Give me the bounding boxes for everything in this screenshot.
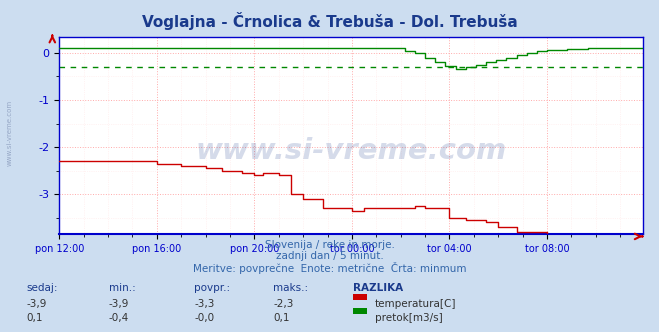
- Text: pretok[m3/s]: pretok[m3/s]: [375, 313, 443, 323]
- Text: sedaj:: sedaj:: [26, 283, 58, 293]
- Text: povpr.:: povpr.:: [194, 283, 231, 293]
- Text: -0,0: -0,0: [194, 313, 215, 323]
- Text: RAZLIKA: RAZLIKA: [353, 283, 403, 293]
- Text: min.:: min.:: [109, 283, 136, 293]
- Text: temperatura[C]: temperatura[C]: [375, 299, 457, 309]
- Text: 0,1: 0,1: [273, 313, 290, 323]
- Text: Meritve: povprečne  Enote: metrične  Črta: minmum: Meritve: povprečne Enote: metrične Črta:…: [192, 262, 467, 274]
- Text: Slovenija / reke in morje.: Slovenija / reke in morje.: [264, 240, 395, 250]
- Text: maks.:: maks.:: [273, 283, 308, 293]
- Text: zadnji dan / 5 minut.: zadnji dan / 5 minut.: [275, 251, 384, 261]
- Text: -2,3: -2,3: [273, 299, 294, 309]
- Text: Voglajna - Črnolica & Trebuša - Dol. Trebuša: Voglajna - Črnolica & Trebuša - Dol. Tre…: [142, 12, 517, 30]
- Text: -3,9: -3,9: [109, 299, 129, 309]
- Text: www.si-vreme.com: www.si-vreme.com: [7, 100, 13, 166]
- Text: -0,4: -0,4: [109, 313, 129, 323]
- Text: 0,1: 0,1: [26, 313, 43, 323]
- Text: -3,9: -3,9: [26, 299, 47, 309]
- Text: -3,3: -3,3: [194, 299, 215, 309]
- Text: www.si-vreme.com: www.si-vreme.com: [195, 137, 507, 165]
